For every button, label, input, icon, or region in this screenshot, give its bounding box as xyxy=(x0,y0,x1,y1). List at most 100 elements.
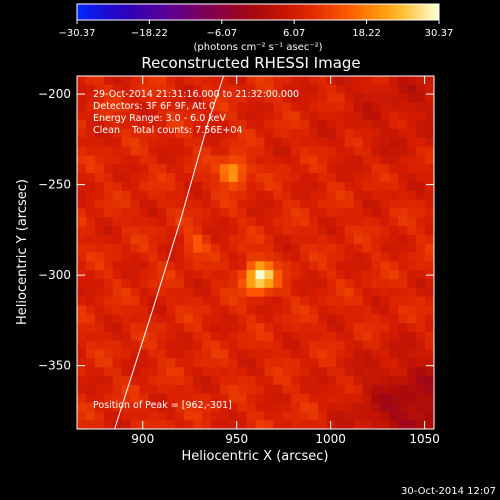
heatmap-pixel xyxy=(389,146,399,157)
heatmap-pixel xyxy=(309,261,319,271)
heatmap-pixel xyxy=(246,217,257,227)
heatmap-pixel xyxy=(85,287,96,298)
heatmap-pixel xyxy=(300,296,310,307)
heatmap-pixel xyxy=(94,349,105,359)
heatmap-pixel xyxy=(175,367,185,377)
heatmap-pixel xyxy=(282,349,292,359)
heatmap-pixel xyxy=(121,340,132,351)
heatmap-pixel xyxy=(219,420,230,429)
heatmap-pixel xyxy=(184,261,194,271)
heatmap-pixel xyxy=(398,190,408,201)
heatmap-pixel xyxy=(407,199,417,209)
heatmap-pixel xyxy=(139,411,149,421)
heatmap-pixel xyxy=(77,181,87,192)
heatmap-pixel xyxy=(184,128,194,139)
heatmap-pixel xyxy=(371,376,382,386)
heatmap-pixel xyxy=(362,93,373,104)
heatmap-pixel xyxy=(291,155,301,165)
heatmap-pixel xyxy=(112,411,123,421)
heatmap-pixel xyxy=(103,234,114,245)
heatmap-pixel xyxy=(353,234,364,245)
heatmap-pixel xyxy=(193,323,203,333)
heatmap-pixel xyxy=(273,278,283,289)
heatmap-pixel xyxy=(317,181,328,192)
heatmap-pixel xyxy=(219,305,230,315)
heatmap-pixel xyxy=(237,367,248,377)
heatmap-pixel xyxy=(193,376,203,386)
heatmap-pixel xyxy=(130,173,141,183)
heatmap-pixel xyxy=(246,278,257,289)
heatmap-pixel xyxy=(425,331,434,342)
heatmap-pixel xyxy=(184,146,194,157)
heatmap-pixel xyxy=(425,323,434,333)
heatmap-pixel xyxy=(94,393,105,404)
heatmap-pixel xyxy=(326,164,337,174)
heatmap-pixel xyxy=(228,128,239,139)
heatmap-pixel xyxy=(407,190,417,201)
heatmap-pixel xyxy=(389,128,399,139)
heatmap-pixel xyxy=(407,402,417,412)
heatmap-pixel xyxy=(184,155,194,165)
heatmap-pixel xyxy=(255,349,266,359)
heatmap-pixel xyxy=(121,84,132,95)
heatmap-pixel xyxy=(246,323,257,333)
heatmap-pixel xyxy=(121,261,132,271)
heatmap-pixel xyxy=(175,84,185,95)
heatmap-pixel xyxy=(416,296,426,307)
heatmap-pixel xyxy=(273,384,283,395)
heatmap-pixel xyxy=(371,305,382,315)
heatmap-pixel xyxy=(335,358,346,368)
heatmap-pixel xyxy=(362,252,373,262)
heatmap-pixel xyxy=(326,146,337,157)
heatmap-pixel xyxy=(94,252,105,262)
heatmap-pixel xyxy=(317,287,328,298)
heatmap-pixel xyxy=(193,270,203,280)
heatmap-pixel xyxy=(94,102,105,112)
heatmap-pixel xyxy=(85,393,96,404)
heatmap-pixel xyxy=(335,384,346,395)
heatmap-pixel xyxy=(398,173,408,183)
heatmap-pixel xyxy=(389,323,399,333)
heatmap-pixel xyxy=(157,402,167,412)
heatmap-pixel xyxy=(282,243,292,254)
heatmap-pixel xyxy=(219,296,230,307)
heatmap-pixel xyxy=(246,155,257,165)
heatmap-pixel xyxy=(246,111,257,121)
heatmap-pixel xyxy=(210,190,221,201)
heatmap-pixel xyxy=(398,376,408,386)
heatmap-pixel xyxy=(130,190,141,201)
heatmap-pixel xyxy=(255,278,266,289)
heatmap-pixel xyxy=(273,146,283,157)
heatmap-pixel xyxy=(130,384,141,395)
heatmap-pixel xyxy=(344,384,355,395)
heatmap-pixel xyxy=(184,226,194,236)
heatmap-pixel xyxy=(371,287,382,298)
heatmap-pixel xyxy=(184,305,194,315)
heatmap-pixel xyxy=(273,234,283,245)
heatmap-pixel xyxy=(416,305,426,315)
heatmap-pixel xyxy=(273,349,283,359)
heatmap-pixel xyxy=(85,349,96,359)
heatmap-pixel xyxy=(193,358,203,368)
heatmap-pixel xyxy=(139,376,149,386)
heatmap-pixel xyxy=(246,340,257,351)
heatmap-pixel xyxy=(380,287,390,298)
heatmap-pixel xyxy=(130,376,141,386)
heatmap-pixel xyxy=(380,93,390,104)
heatmap-pixel xyxy=(326,420,337,429)
x-tick-label: 950 xyxy=(225,432,248,446)
heatmap-pixel xyxy=(407,120,417,130)
heatmap-pixel xyxy=(309,252,319,262)
heatmap-pixel xyxy=(380,340,390,351)
heatmap-pixel xyxy=(157,102,167,112)
heatmap-pixel xyxy=(121,155,132,165)
heatmap-pixel xyxy=(166,102,176,112)
heatmap-pixel xyxy=(103,411,114,421)
heatmap-pixel xyxy=(121,137,132,148)
heatmap-pixel xyxy=(425,393,434,404)
heatmap-pixel xyxy=(309,331,319,342)
heatmap-pixel xyxy=(380,146,390,157)
heatmap-pixel xyxy=(416,102,426,112)
heatmap-pixel xyxy=(309,120,319,130)
heatmap-pixel xyxy=(398,420,408,429)
